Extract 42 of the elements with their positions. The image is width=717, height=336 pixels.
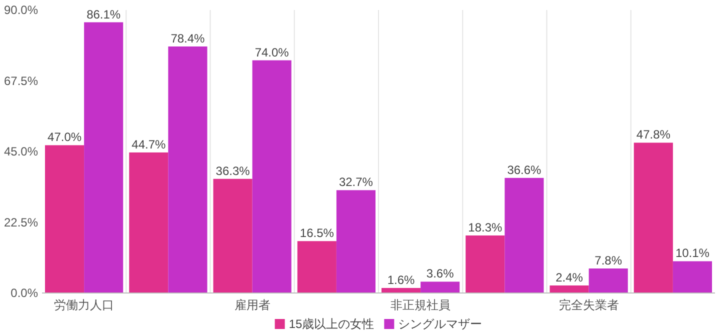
bar [336, 190, 376, 293]
bar [297, 241, 336, 293]
data-label: 36.6% [507, 162, 542, 177]
x-tick-label: 完全失業者 [558, 298, 619, 312]
bar [588, 268, 628, 293]
bar [466, 235, 505, 293]
data-label: 36.3% [216, 164, 250, 178]
bar [504, 178, 544, 293]
y-tick-label: 22.5% [4, 215, 38, 230]
data-label: 10.1% [675, 246, 710, 260]
data-label: 86.1% [86, 7, 121, 22]
legend-label: 15歳以上の女性 [288, 317, 374, 331]
x-tick-label: 労働力人口 [54, 298, 114, 312]
bar [213, 178, 252, 293]
bar [84, 22, 124, 293]
y-tick-label: 45.0% [4, 144, 38, 158]
x-tick-label: 雇用者 [234, 298, 270, 312]
data-label: 74.0% [254, 45, 290, 60]
bar [634, 142, 673, 293]
data-label: 3.6% [426, 266, 454, 281]
data-label: 32.7% [338, 175, 374, 190]
data-label: 18.3% [468, 220, 502, 234]
data-label: 47.8% [636, 128, 671, 142]
data-label: 47.0% [48, 130, 82, 144]
bar [420, 282, 460, 293]
y-tick-label: 67.5% [4, 74, 38, 88]
data-label: 1.6% [387, 272, 416, 287]
x-tick-label: 非正規社員 [390, 298, 451, 312]
data-label: 7.8% [594, 253, 622, 268]
data-label: 78.4% [170, 31, 206, 46]
y-tick-label: 90.0% [4, 3, 38, 17]
y-tick-label: 0.0% [10, 286, 38, 300]
data-label: 16.5% [300, 226, 334, 240]
data-label: 2.4% [556, 270, 584, 284]
bar [672, 261, 712, 293]
legend-label: シングルマザー [398, 317, 482, 331]
bar [45, 145, 84, 293]
data-label: 44.7% [132, 137, 166, 152]
bar [550, 285, 589, 293]
bar [129, 152, 168, 293]
bar [168, 46, 208, 293]
bar [252, 60, 292, 293]
